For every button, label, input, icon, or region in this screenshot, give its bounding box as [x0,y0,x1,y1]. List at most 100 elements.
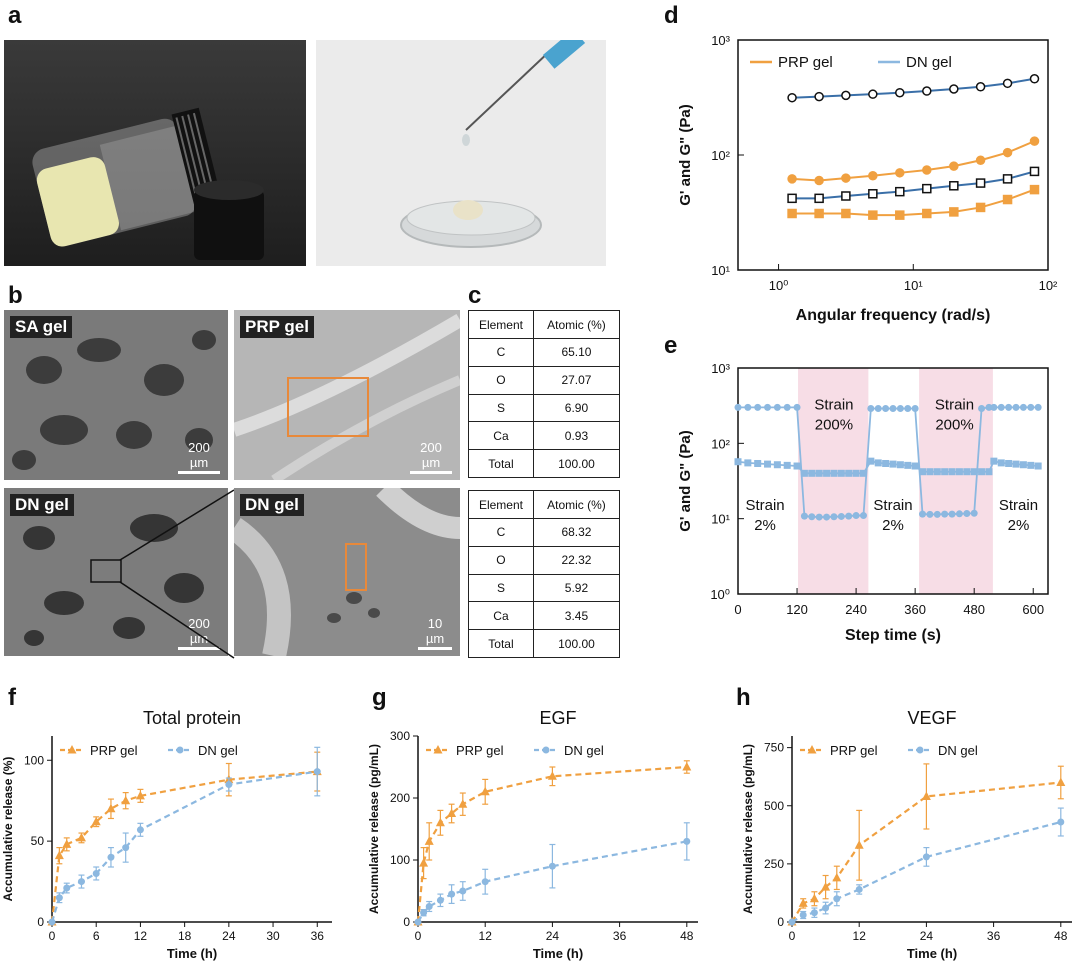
y-tick-label: 10⁰ [710,587,730,602]
x-tick-label: 12 [479,929,493,943]
data-point [895,87,905,98]
data-point [854,840,864,849]
legend-marker-prp [807,745,817,754]
data-point [1029,74,1040,84]
data-point [922,853,930,861]
series-line [416,765,687,923]
legend-marker-dn [176,746,184,754]
data-point [859,469,867,477]
data-point [773,461,781,469]
data-point [832,872,842,882]
data-point [1012,403,1020,411]
y-tick-label: 0 [37,915,44,929]
data-point [744,459,752,467]
data-point [436,896,444,904]
data-point [841,173,851,183]
data-point [793,462,801,470]
data-point [919,510,927,518]
data-point [135,790,145,800]
table-cell: 3.45 [532,601,621,631]
data-point [990,457,998,465]
data-point [941,468,949,476]
data-point [997,459,1005,467]
scalebar-dn2: 10 µm [418,616,452,650]
data-point [1005,403,1013,411]
data-point [814,91,824,102]
data-point [754,459,762,467]
x-tick-label: 360 [904,602,926,617]
x-tick-label: 48 [680,929,694,943]
x-tick-label: 12 [853,929,867,943]
data-point [949,207,959,217]
series-line [737,460,1039,475]
data-point [810,909,818,917]
x-axis-label: Angular frequency (rad/s) [796,307,991,324]
x-tick-label: 36 [311,929,325,943]
data-point [1005,459,1013,467]
data-point [814,175,824,186]
strain-annotation: Strain [873,497,912,514]
data-point [459,887,467,895]
data-point [458,799,468,808]
scalebar-sa: 200 µm [178,440,220,474]
table-cell: 27.07 [532,365,621,395]
data-point [921,791,931,800]
table-cell: 5.92 [532,573,621,603]
data-point [225,781,233,789]
data-point [904,461,912,469]
chart-title-h: VEGF [907,708,956,728]
sem-prp-gel: PRP gel 200 µm [234,310,460,480]
data-point [1012,460,1020,468]
data-point [955,468,963,476]
element-table-2: Element Atomic (%) C 68.32 O 22.32 S 5.92 Ca… [468,490,621,658]
panel-label-e: e [664,332,678,359]
x-tick-label: 24 [920,929,934,943]
series-line [50,770,318,923]
data-point [867,404,875,412]
x-axis-label: Time (h) [533,946,583,961]
data-point [830,513,838,521]
data-point [809,893,819,903]
panel-label-g: g [372,684,387,711]
sem-dn-gel-zoom: DN gel 10 µm [234,488,460,656]
data-point [815,469,823,477]
data-point [919,468,927,476]
data-point [926,510,934,518]
strain-annotation-value: 2% [882,517,904,534]
data-point [845,469,853,477]
data-point [963,468,971,476]
x-tick-label: 10⁰ [769,278,789,293]
data-point [419,858,429,867]
data-point [997,403,1005,411]
data-point [1029,184,1040,195]
x-tick-label: 10² [1039,278,1058,293]
panel-label-d: d [664,2,679,29]
data-point [62,839,72,848]
x-tick-label: 600 [1022,602,1044,617]
data-point [841,90,851,101]
table-cell: 100.00 [532,449,621,478]
table-cell: Total [468,629,534,658]
data-point [435,817,445,827]
data-point [1002,174,1013,184]
x-tick-label: 0 [49,929,56,943]
x-tick-label: 30 [266,929,280,943]
x-axis-label: Step time (s) [845,627,941,644]
data-point [821,882,831,891]
x-axis-label: Time (h) [167,946,217,961]
data-point [978,404,986,412]
x-tick-label: 0 [415,929,422,943]
data-point [77,878,85,886]
data-point [823,469,831,477]
data-point [1027,461,1035,469]
table-cell: Ca [468,421,534,451]
table-cell: 65.10 [532,338,621,367]
x-tick-label: 0 [789,929,796,943]
data-point [852,512,860,520]
data-point [941,510,949,518]
data-point [54,850,64,860]
data-point [949,161,959,171]
table-cell: 100.00 [532,629,621,658]
data-point [107,853,115,861]
data-point [1029,166,1040,177]
